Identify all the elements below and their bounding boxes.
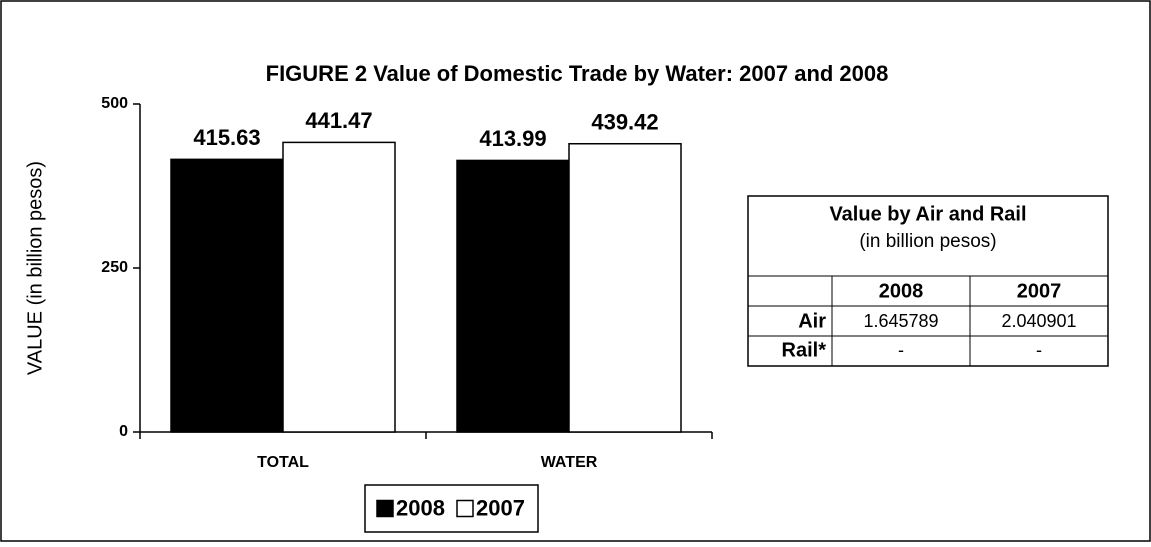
- table: Value by Air and Rail (in billion pesos)…: [747, 195, 1109, 367]
- bar: [170, 158, 284, 433]
- chart-title: FIGURE 2 Value of Domestic Trade by Wate…: [266, 61, 889, 86]
- table-subtitle: (in billion pesos): [859, 231, 996, 252]
- table-cell: 1.645789: [863, 311, 938, 331]
- legend-swatch: [456, 499, 474, 518]
- y-tick-label: 0: [119, 423, 128, 440]
- table-title: Value by Air and Rail: [829, 203, 1026, 225]
- data-label: 413.99: [479, 126, 546, 151]
- y-axis-label: VALUE (in billion pesos): [24, 161, 46, 375]
- table-header: 2008: [879, 280, 924, 302]
- legend-label: 2008: [396, 495, 445, 520]
- legend-box: [364, 484, 539, 533]
- data-label: 441.47: [305, 108, 372, 133]
- bar: [568, 142, 682, 433]
- data-label: 439.42: [591, 110, 658, 135]
- y-tick-label: 250: [101, 259, 128, 276]
- legend-label: 2007: [476, 495, 525, 520]
- row-header: Air: [798, 310, 826, 332]
- bar: [282, 141, 396, 433]
- table-border: [747, 195, 1109, 367]
- x-tick-label: TOTAL: [257, 454, 309, 471]
- y-tick-label: 500: [101, 95, 128, 112]
- table-header: 2007: [1017, 280, 1062, 302]
- row-header: Rail*: [782, 339, 827, 361]
- data-label: 415.63: [193, 125, 260, 150]
- table-cell: 2.040901: [1001, 311, 1076, 331]
- legend-swatch: [376, 499, 394, 518]
- table-cell: -: [1036, 340, 1042, 360]
- table-cell: -: [898, 340, 904, 360]
- bar: [456, 159, 570, 433]
- x-tick-label: WATER: [541, 454, 598, 471]
